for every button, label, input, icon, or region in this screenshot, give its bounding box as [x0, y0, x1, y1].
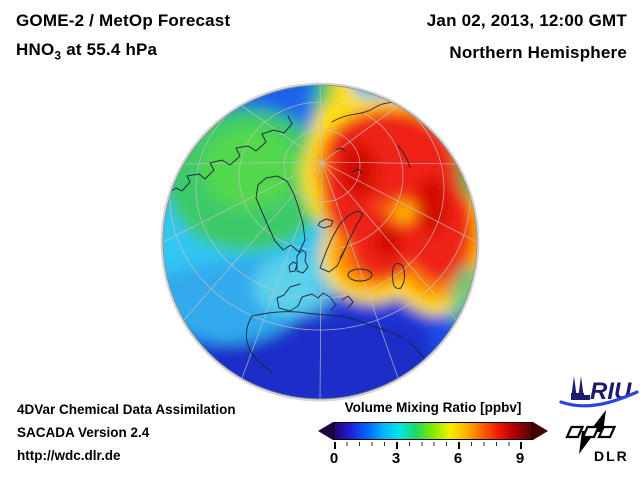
colorbar-tick-label: 3 [391, 450, 401, 467]
colorbar-tick-label: 0 [329, 450, 339, 467]
plot-title: GOME-2 / MetOp Forecast [16, 11, 231, 30]
credit-line: 4DVar Chemical Data Assimilation [17, 402, 236, 417]
datetime-label: Jan 02, 2013, 12:00 GMT [426, 11, 627, 30]
colorbar-gradient [333, 422, 533, 440]
graticule [163, 85, 477, 399]
riu-swoosh [559, 390, 639, 408]
dlr-emblem-icon [565, 410, 617, 454]
globe-rim [160, 82, 480, 402]
colorbar-tick-label: 9 [515, 450, 525, 467]
colorbar-title: Volume Mixing Ratio [ppbv] [344, 400, 522, 415]
cathedral-icon [571, 376, 590, 400]
colorbar-ticks [334, 442, 522, 449]
version-line: SACADA Version 2.4 [17, 425, 150, 440]
dlr-logo: DLR [565, 410, 629, 464]
colorbar-right-arrow [533, 422, 548, 440]
url-line: http://wdc.dlr.de [17, 448, 121, 463]
plot-subtitle: HNO3 at 55.4 hPa [16, 40, 158, 63]
species-subscript: 3 [54, 48, 62, 63]
colorbar: Volume Mixing Ratio [ppbv] 0 3 6 9 [318, 400, 548, 472]
dlr-text: DLR [594, 448, 629, 464]
hemisphere-label: Northern Hemisphere [449, 43, 627, 62]
species-label: HNO [16, 40, 55, 59]
colorbar-tick-label: 6 [453, 450, 463, 467]
riu-logo: RIU [559, 376, 639, 408]
colorbar-left-arrow [318, 422, 333, 440]
level-label: at 55.4 hPa [61, 40, 158, 59]
